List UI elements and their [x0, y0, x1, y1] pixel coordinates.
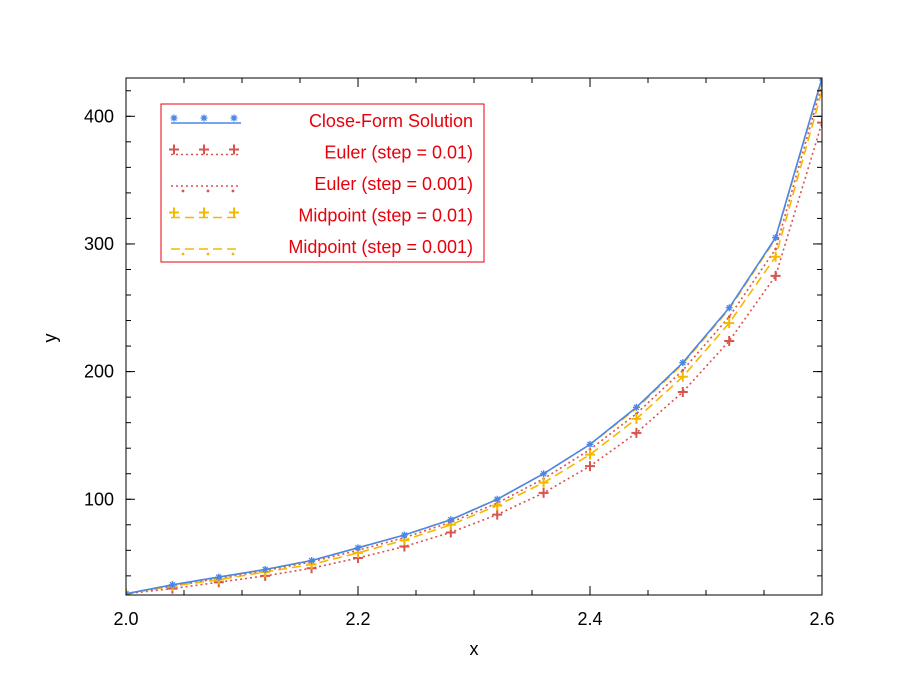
data-point [724, 318, 735, 329]
axis-ticks [125, 78, 823, 595]
data-point [772, 234, 780, 242]
legend-label: Midpoint (step = 0.01) [298, 206, 473, 226]
y-tick-label: 100 [84, 489, 114, 509]
legend-swatch-marker [206, 189, 210, 193]
data-point [631, 427, 642, 438]
legend-swatch-marker [170, 114, 178, 122]
data-point [308, 557, 316, 565]
data-point [727, 315, 731, 319]
legend-swatch-marker [229, 144, 239, 155]
x-tick-label: 2.6 [809, 609, 834, 629]
series-3 [126, 85, 822, 595]
legend-swatch-marker [181, 189, 185, 193]
data-point [447, 516, 455, 524]
x-tick-label: 2.2 [345, 609, 370, 629]
data-point [631, 413, 642, 424]
legend-label: Midpoint (step = 0.001) [288, 237, 473, 257]
series-0 [126, 78, 822, 595]
plot-area [126, 78, 822, 595]
data-point [677, 371, 688, 382]
data-point [774, 247, 777, 251]
data-point [770, 251, 781, 262]
data-point [215, 573, 223, 581]
data-point [681, 368, 685, 372]
y-tick-label: 300 [84, 234, 114, 254]
legend-label: Close-Form Solution [309, 111, 473, 131]
data-point [586, 440, 594, 448]
x-tick-label: 2.0 [113, 609, 138, 629]
legend-swatch-marker [231, 189, 235, 193]
x-axis-label: x [470, 639, 479, 659]
data-point [817, 117, 822, 128]
legend-swatch-marker [169, 207, 179, 218]
legend: Close-Form Solution Euler (step = 0.01) Eu… [160, 103, 485, 263]
legend-swatch-marker [199, 207, 209, 218]
legend-label: Euler (step = 0.01) [324, 143, 473, 163]
legend-item-3: Midpoint (step = 0.01) [169, 206, 473, 226]
data-point [354, 544, 362, 552]
data-point [538, 477, 549, 488]
y-axis-label: y [40, 334, 60, 343]
data-point [585, 461, 595, 472]
legend-item-1: Euler (step = 0.01) [169, 143, 473, 163]
legend-swatch-marker [206, 252, 210, 256]
x-tick-label: 2.4 [577, 609, 602, 629]
legend-item-0: Close-Form Solution [170, 111, 473, 131]
data-point [492, 509, 503, 520]
data-point [632, 403, 640, 411]
data-point [540, 470, 548, 478]
legend-box [160, 103, 485, 263]
data-point [168, 581, 176, 589]
legend-swatch-marker [231, 252, 235, 256]
data-point [770, 270, 781, 281]
data-point [538, 487, 549, 498]
data-point [261, 565, 269, 573]
data-point [677, 387, 688, 398]
data-point [724, 335, 735, 346]
legend-swatch-marker [230, 114, 238, 122]
data-point [400, 531, 408, 539]
legend-swatch-marker [229, 207, 239, 218]
data-point [679, 359, 687, 367]
legend-swatch-marker [169, 144, 179, 155]
legend-item-4: Midpoint (step = 0.001) [171, 237, 473, 257]
legend-swatch-marker [200, 114, 208, 122]
data-point [493, 495, 501, 503]
legend-label: Euler (step = 0.001) [314, 174, 473, 194]
legend-swatch-marker [181, 252, 185, 256]
series-line-3 [126, 90, 822, 595]
data-point [585, 449, 595, 460]
tick-labels: 2.0 2.2 2.4 2.6 100 200 300 400 [84, 106, 835, 629]
series-1 [126, 117, 822, 595]
series-line-0 [126, 78, 822, 595]
y-tick-label: 400 [84, 106, 114, 126]
data-point [725, 304, 733, 312]
legend-swatch-marker [199, 144, 209, 155]
legend-item-2: Euler (step = 0.001) [171, 174, 473, 194]
y-tick-label: 200 [84, 362, 114, 382]
series-line-1 [126, 122, 822, 595]
